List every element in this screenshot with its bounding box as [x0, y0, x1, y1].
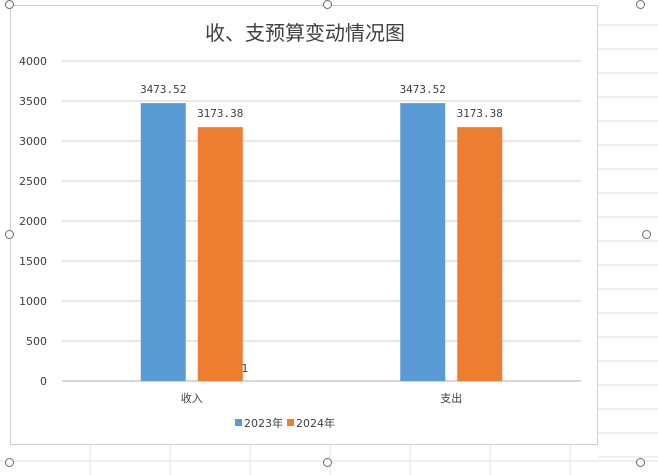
bar	[140, 103, 186, 381]
resize-handle-middle-left[interactable]	[5, 230, 14, 239]
chart-canvas: 收、支预算变动情况图 0 500 1000 1500 2000 2500 3000 3500 4…	[19, 21, 581, 430]
bars: 3473.52 3173.38 3473.52 3173.38	[140, 83, 503, 381]
legend-swatch	[287, 419, 294, 426]
bar	[400, 103, 446, 381]
x-category-label: 支出	[440, 391, 462, 405]
legend-label: 2023年	[244, 416, 283, 430]
chart-area[interactable]: 收、支预算变动情况图 0 500 1000 1500 2000 2500 3000 3500 4…	[10, 5, 598, 445]
legend-swatch	[235, 419, 242, 426]
legend: 2023年 2024年	[235, 416, 335, 430]
y-tick-label: 3500	[19, 95, 47, 108]
chart-title: 收、支预算变动情况图	[205, 21, 405, 45]
x-axis: 收入 支出	[181, 391, 463, 405]
y-tick-label: 0	[40, 375, 47, 388]
data-label: 3473.52	[400, 83, 446, 96]
y-tick-label: 1000	[19, 295, 47, 308]
data-label: 3173.38	[457, 107, 503, 120]
gridlines	[62, 60, 581, 382]
annotation-label: 1	[242, 362, 249, 375]
y-axis: 0 500 1000 1500 2000 2500 3000 3500 4000	[19, 55, 47, 388]
y-tick-label: 1500	[19, 255, 47, 268]
legend-label: 2024年	[296, 416, 335, 430]
x-category-label: 收入	[181, 391, 203, 405]
y-tick-label: 2500	[19, 175, 47, 188]
y-tick-label: 3000	[19, 135, 47, 148]
bar	[457, 127, 503, 381]
data-label: 3473.52	[140, 83, 186, 96]
resize-handle-bottom-left[interactable]	[5, 458, 14, 467]
resize-handle-top-middle[interactable]	[323, 0, 332, 9]
resize-handle-bottom-middle[interactable]	[323, 458, 332, 467]
y-tick-label: 2000	[19, 215, 47, 228]
bar	[197, 127, 243, 381]
resize-handle-bottom-right[interactable]	[636, 458, 645, 467]
resize-handle-middle-right[interactable]	[642, 230, 651, 239]
resize-handle-top-right[interactable]	[636, 0, 645, 9]
y-tick-label: 4000	[19, 55, 47, 68]
data-label: 3173.38	[197, 107, 243, 120]
resize-handle-top-left[interactable]	[5, 0, 14, 9]
y-tick-label: 500	[26, 335, 47, 348]
